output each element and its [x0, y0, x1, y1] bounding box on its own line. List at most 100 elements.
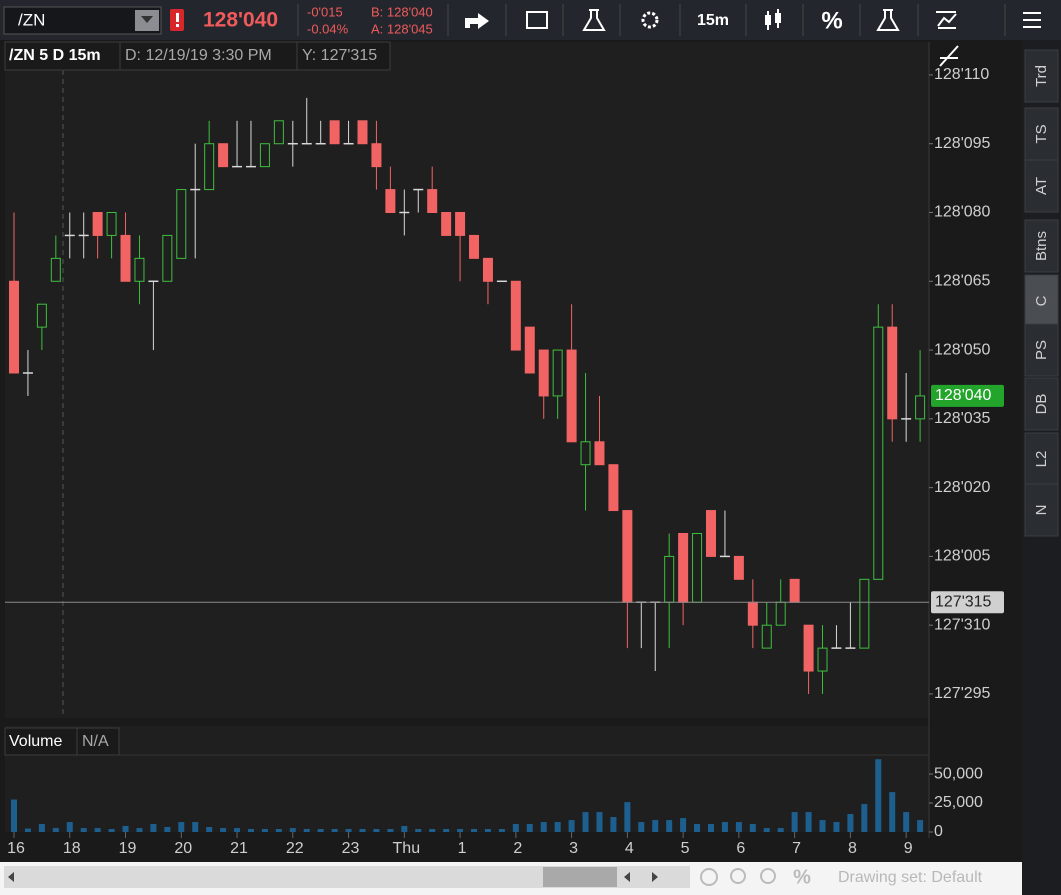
x-tick-label: 9 — [904, 840, 913, 857]
date-label: D: 12/19/19 3:30 PM — [125, 47, 272, 64]
flask-icon[interactable] — [582, 9, 606, 31]
volume-bar — [178, 822, 185, 832]
candle-icon[interactable] — [765, 15, 771, 25]
x-tick-label: 4 — [625, 840, 634, 857]
candle-icon — [775, 13, 781, 23]
pct-change: -0.04% — [307, 21, 349, 36]
candle-body — [538, 349, 549, 397]
volume-bar — [721, 822, 728, 832]
y-tick-label: 25,000 — [934, 794, 983, 811]
side-tab[interactable] — [1024, 483, 1059, 537]
volume-bar — [861, 804, 868, 832]
candle-body — [36, 303, 47, 328]
timeframe[interactable]: 15m — [697, 12, 729, 29]
x-tick-label: 18 — [63, 840, 81, 857]
flask-icon[interactable] — [876, 9, 900, 31]
candle-body — [427, 189, 438, 214]
y-tick-label: 128'020 — [934, 479, 991, 496]
candle-body — [176, 189, 187, 259]
y-tick-label: 128'110 — [934, 66, 989, 83]
zoom-out[interactable] — [760, 868, 776, 884]
volume-bar — [596, 812, 603, 832]
x-tick-label: 2 — [513, 840, 522, 857]
header-cell — [76, 727, 120, 756]
volume-bar — [52, 828, 59, 832]
last-price: 128'040 — [203, 9, 278, 32]
candle-body — [747, 601, 758, 626]
volume-bar — [582, 812, 589, 832]
side-tab-label: Btns — [1033, 231, 1050, 261]
volume-bar — [275, 828, 282, 832]
menu-icon[interactable] — [1023, 12, 1041, 28]
side-tab-label: TS — [1033, 124, 1050, 143]
volume-bar — [303, 828, 310, 832]
candle-body — [9, 280, 19, 374]
zoom-in[interactable] — [730, 868, 746, 884]
candle-body — [664, 555, 675, 603]
candle-body — [566, 349, 577, 443]
volume-bar — [512, 824, 519, 832]
volume-bar — [624, 802, 631, 832]
scroll-thumb[interactable] — [543, 867, 617, 887]
scroll-track[interactable] — [4, 866, 690, 888]
chart-title: /ZN 5 D 15m — [9, 47, 101, 64]
candle-body — [580, 441, 591, 466]
volume-bar — [289, 828, 296, 832]
volume-bar — [847, 814, 854, 832]
volume-bar — [749, 824, 756, 832]
x-tick-label: 19 — [119, 840, 137, 857]
y-tick-label: 128'080 — [934, 204, 991, 221]
crosshair-tool[interactable] — [700, 868, 718, 886]
side-tab[interactable] — [1024, 219, 1059, 273]
symbol: /ZN — [18, 10, 45, 29]
share-icon[interactable] — [465, 13, 489, 29]
volume-bar — [317, 828, 324, 832]
candle-body — [441, 212, 452, 236]
volume-bar — [554, 822, 561, 832]
drawing-set[interactable]: Drawing set: Default — [838, 869, 983, 886]
volume-panel — [5, 726, 929, 832]
percent-toggle[interactable]: % — [821, 7, 842, 34]
candle-body — [50, 257, 61, 282]
volume-bar — [694, 824, 701, 832]
side-tab[interactable] — [1024, 159, 1059, 213]
volume-bar — [24, 828, 31, 832]
candle-body — [733, 555, 744, 580]
scroll-left[interactable] — [8, 872, 14, 882]
studies-icon[interactable] — [526, 11, 548, 29]
side-tab-label: Trd — [1033, 65, 1050, 87]
drawing-icon[interactable] — [936, 11, 957, 29]
volume-bar — [261, 828, 268, 832]
volume-bar — [94, 828, 101, 832]
candle-body — [692, 532, 703, 603]
x-tick-label: Thu — [393, 840, 421, 857]
side-tab[interactable] — [1024, 107, 1059, 161]
volume-bar — [652, 820, 659, 832]
candle-body — [482, 257, 493, 282]
x-tick-label: 7 — [792, 840, 801, 857]
volume-bar — [903, 812, 910, 832]
volume-bar — [234, 828, 241, 832]
x-tick-label: 3 — [569, 840, 578, 857]
volume-bar — [359, 828, 366, 832]
symbol-box[interactable] — [3, 6, 162, 35]
y-tick-label: 127'295 — [934, 685, 991, 702]
candle-body — [120, 234, 131, 282]
volume-bar — [917, 820, 924, 832]
x-tick-label: 1 — [458, 840, 467, 857]
side-tab[interactable] — [1024, 377, 1059, 431]
header-cell — [4, 727, 78, 756]
volume-bar — [498, 828, 505, 832]
alert-mark — [176, 13, 179, 22]
volume-bar — [345, 828, 352, 832]
side-tab[interactable] — [1024, 49, 1059, 103]
volume-bar — [429, 828, 436, 832]
volume-bar — [150, 824, 157, 832]
side-tab[interactable] — [1024, 323, 1059, 377]
percent-tool[interactable]: % — [793, 866, 811, 888]
header-cell — [296, 41, 391, 71]
last-price-label: 128'040 — [935, 387, 992, 404]
volume-bar — [875, 759, 882, 832]
drawing-tool-icon — [939, 45, 959, 67]
settings-icon[interactable] — [641, 11, 659, 29]
